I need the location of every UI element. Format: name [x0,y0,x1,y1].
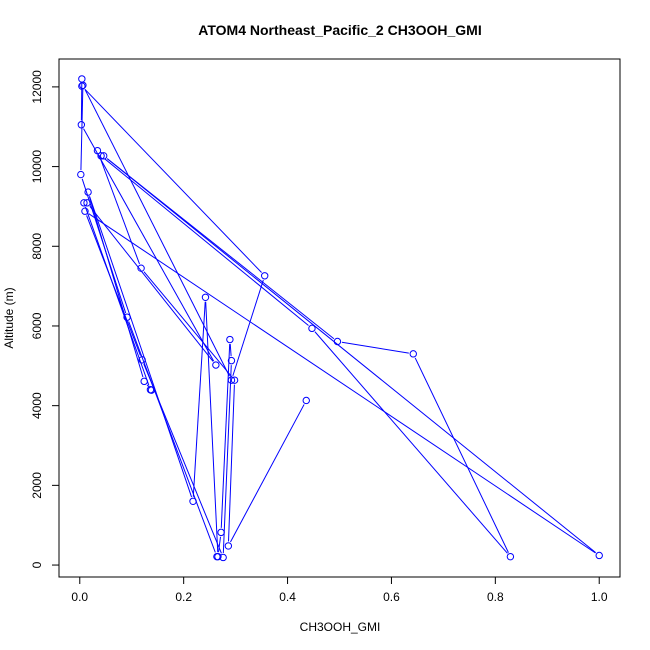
data-point [333,337,342,346]
y-tick-label: 12000 [30,70,44,104]
data-point [146,386,155,394]
series-segment [414,357,509,553]
data-point [93,146,102,155]
series-group [77,75,603,562]
data-point [81,207,89,215]
data-point [83,199,91,207]
y-tick-label: 8000 [30,233,44,260]
series-segment [80,89,84,171]
data-point [409,350,417,358]
series-segment [106,158,597,554]
data-point [140,377,148,386]
series-segment [205,301,219,553]
series-segment [88,213,596,554]
series-segment [88,196,144,378]
series-segment [128,321,216,553]
y-axis-label: Altitude (m) [2,287,16,348]
x-tick-label: 0.0 [71,590,88,604]
series-segment [218,536,221,553]
series-segment [341,341,409,354]
x-tick-label: 0.8 [487,590,504,604]
x-axis: 0.0 0.2 0.4 0.6 0.8 1.0 [71,576,608,604]
series-segment [222,365,232,554]
data-point [77,121,86,129]
data-point [80,199,88,207]
x-tick-label: 0.4 [279,590,296,604]
data-point [97,152,105,160]
data-point [137,264,145,272]
data-point [77,170,85,179]
data-point [201,293,210,301]
data-point [123,313,131,321]
data-point [217,528,225,537]
data-point [79,81,87,89]
y-axis: 0 2000 4000 6000 8000 10000 12000 [30,70,60,568]
series-segment [230,404,305,543]
series-segment [89,206,214,362]
data-point [227,376,236,384]
x-tick-label: 0.2 [175,590,192,604]
data-point [138,356,146,364]
data-point [595,551,603,560]
data-point [226,335,234,344]
series-segment [89,196,193,498]
data-point [212,361,220,369]
plot-frame [58,58,621,578]
data-point [224,542,233,550]
data-point [227,356,236,365]
series-segment [228,384,235,542]
series-segment [98,154,140,265]
data-point [302,396,310,405]
data-point [78,82,86,90]
y-tick-label: 0 [30,561,44,568]
series-segment [314,331,508,554]
series-segment [192,301,206,497]
series-segment [229,343,232,357]
x-tick-label: 1.0 [591,590,608,604]
series-segment [83,128,215,362]
data-point [308,324,316,333]
chart-title: ATOM4 Northeast_Pacific_2 CH3OOH_GMI [198,22,481,38]
data-point [213,552,221,561]
data-point [261,272,269,280]
y-tick-label: 10000 [30,150,44,184]
data-point [189,497,197,505]
series-segment [84,89,230,377]
data-point [230,376,239,384]
series-segment [84,88,262,273]
series-segment [81,178,127,314]
series-segment [84,206,150,386]
x-tick-label: 0.6 [383,590,400,604]
series-segment [143,271,233,378]
y-tick-label: 2000 [30,472,44,499]
data-point [506,552,515,561]
data-point [84,188,92,196]
series-segment [146,384,149,387]
x-axis-label: CH3OOH_GMI [300,620,381,634]
data-point [99,152,108,160]
data-point [78,75,86,83]
y-tick-label: 4000 [30,392,44,419]
series-segment [232,279,264,377]
y-tick-label: 6000 [30,312,44,339]
series-segment [104,158,309,326]
